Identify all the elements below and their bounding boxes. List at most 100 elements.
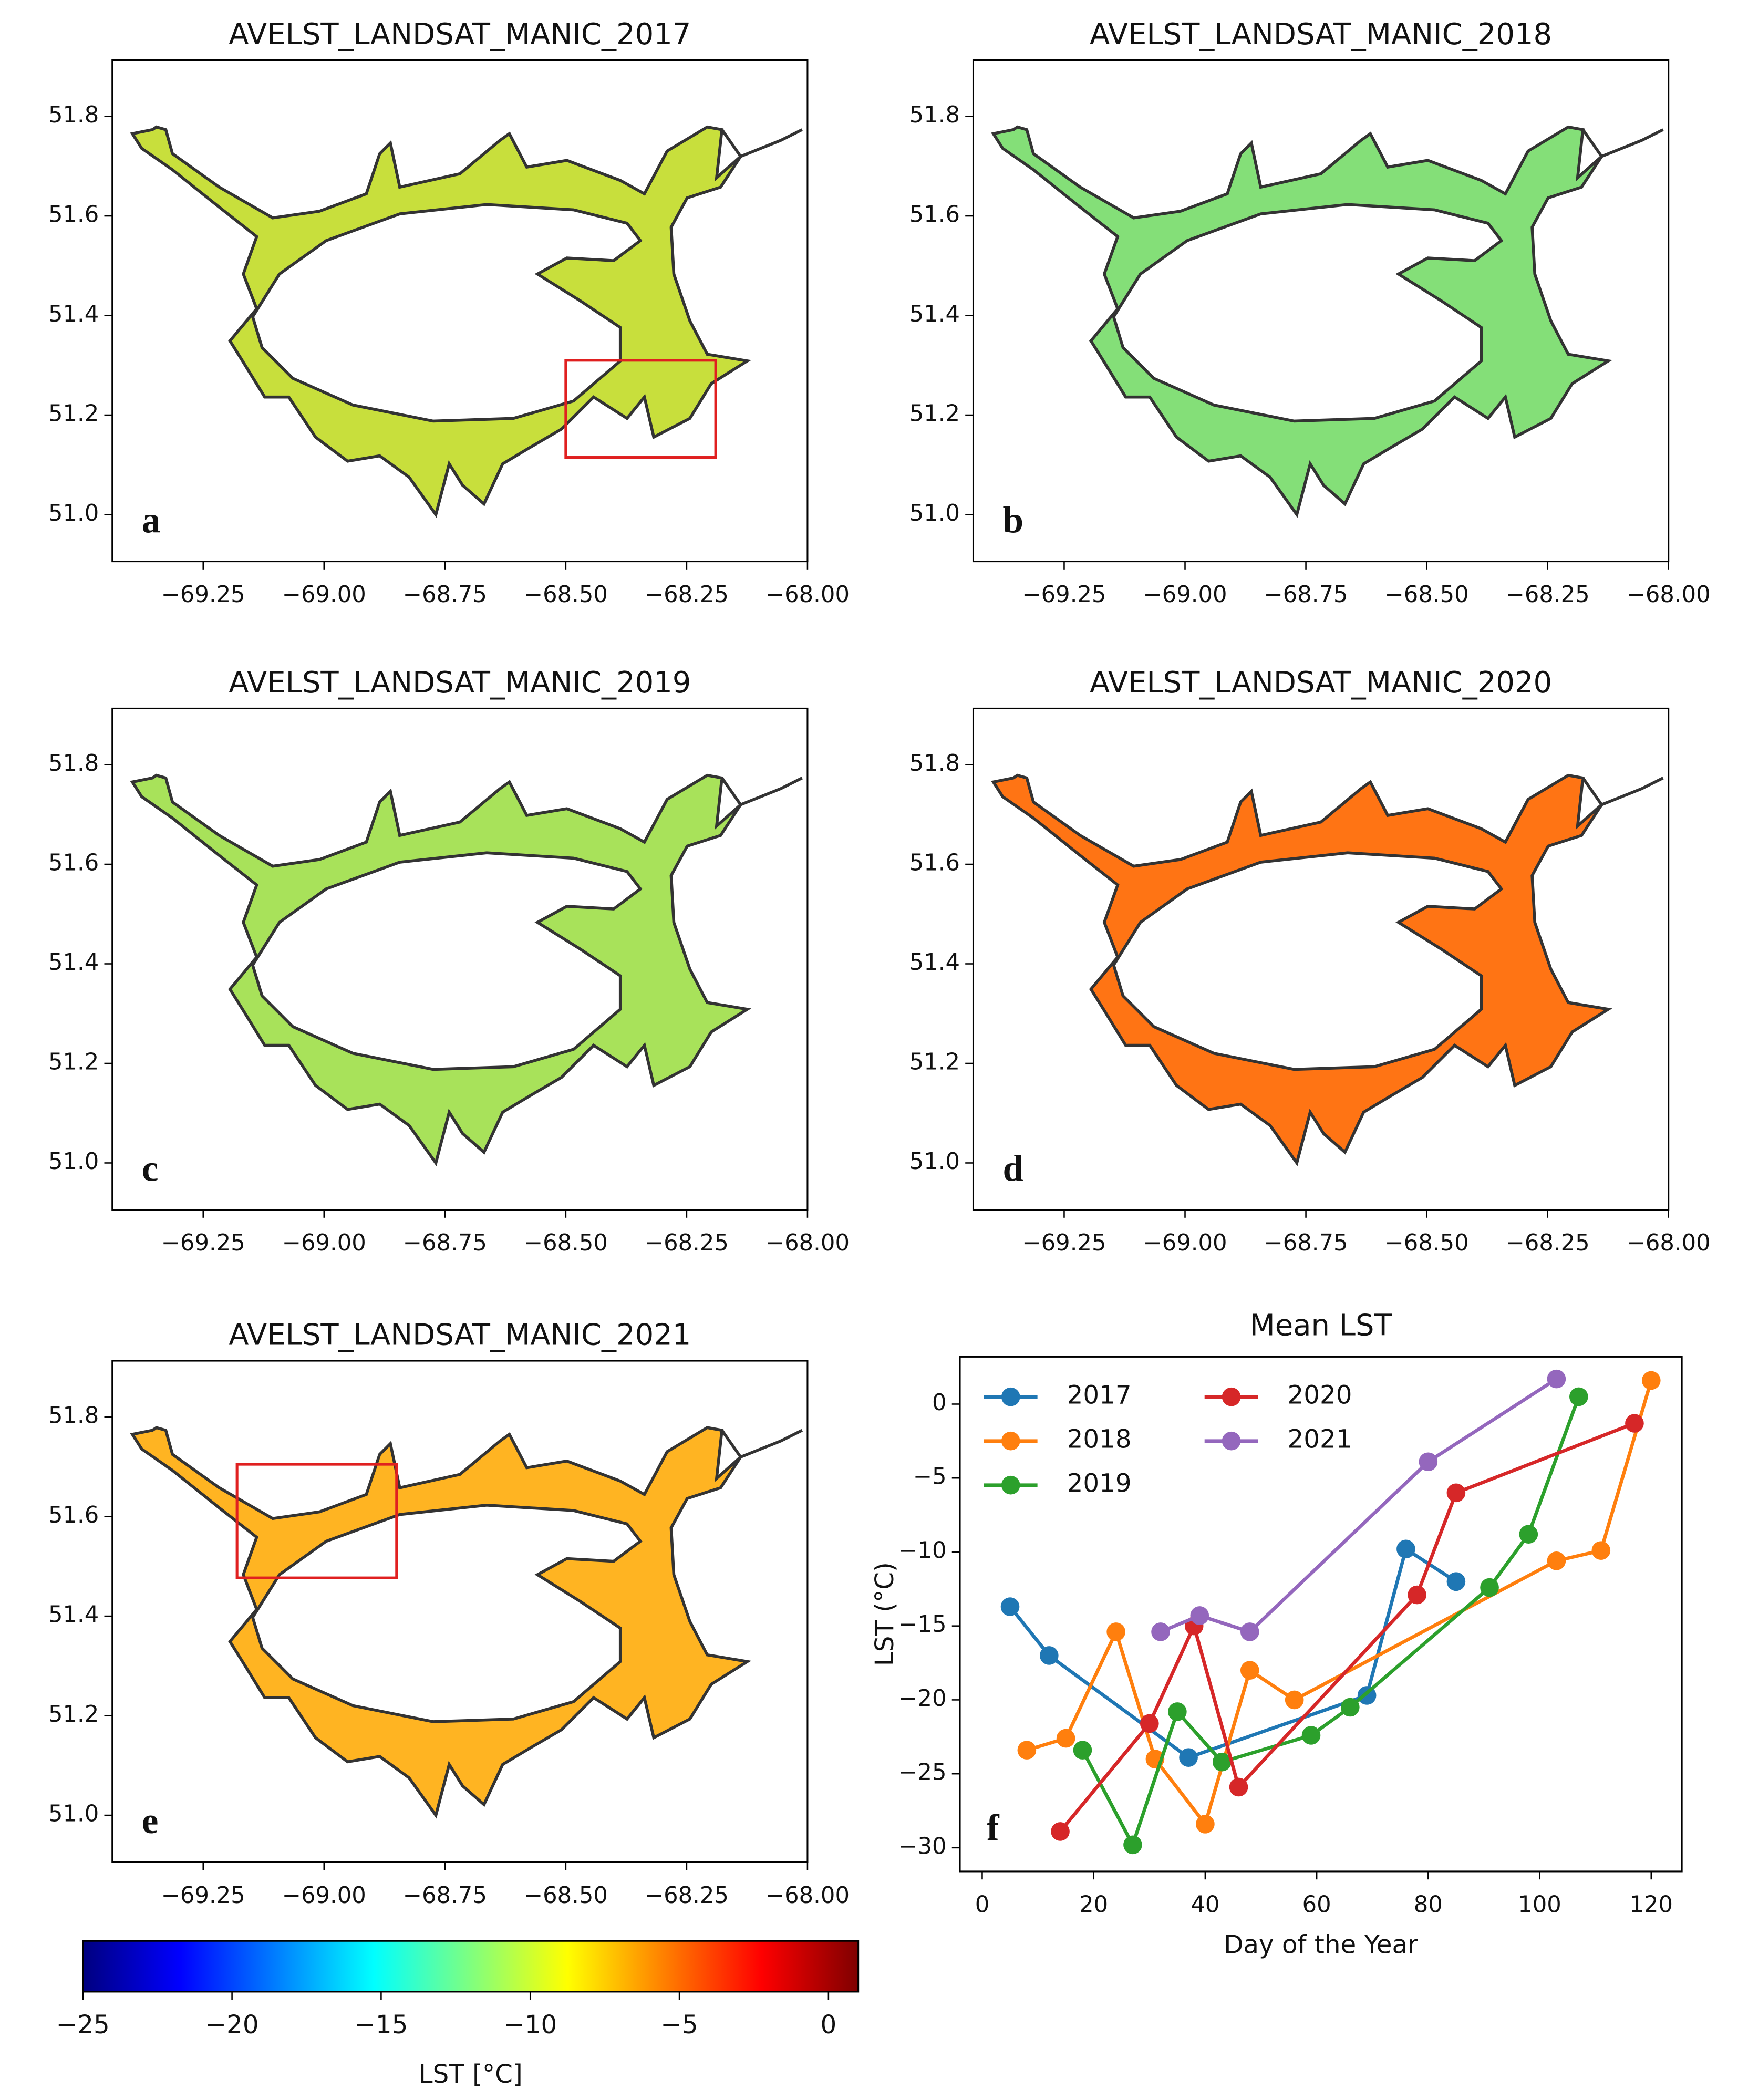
panel-title: AVELST_LANDSAT_MANIC_2017 <box>229 17 691 51</box>
y-tick-label: 51.8 <box>48 750 99 777</box>
x-tick-label: −68.75 <box>403 1882 487 1909</box>
x-tick-label: −68.00 <box>765 1230 850 1256</box>
y-tick-label: 51.8 <box>909 750 960 777</box>
x-axis-label: Day of the Year <box>1224 1930 1418 1959</box>
x-tick-label: 0 <box>975 1892 990 1918</box>
x-tick-label: −68.00 <box>1627 1230 1711 1256</box>
x-tick-label: −69.00 <box>1143 582 1227 608</box>
y-tick-label: −5 <box>913 1464 947 1490</box>
y-tick-label: 51.0 <box>48 1801 99 1827</box>
panel-title: AVELST_LANDSAT_MANIC_2018 <box>1090 17 1552 51</box>
series-marker <box>1446 1483 1466 1503</box>
legend-marker <box>1222 1387 1241 1406</box>
colorbar-tick-label: −15 <box>354 2010 408 2040</box>
axes-frame <box>111 59 809 563</box>
x-tick-label: −68.50 <box>524 1882 608 1909</box>
x-tick-label: −69.00 <box>1143 1230 1227 1256</box>
y-tick-label: −30 <box>898 1833 946 1859</box>
series-marker <box>1017 1741 1037 1760</box>
series-marker <box>1569 1387 1588 1406</box>
x-tick-label: −68.00 <box>765 582 850 608</box>
legend-marker <box>1222 1431 1241 1451</box>
series-marker <box>1396 1539 1415 1559</box>
legend-marker <box>1001 1431 1020 1451</box>
series-marker <box>1547 1551 1566 1570</box>
y-tick-label: 51.2 <box>48 1049 99 1075</box>
series-marker <box>1301 1726 1321 1745</box>
y-tick-label: 51.2 <box>48 401 99 427</box>
series-marker <box>1547 1369 1566 1389</box>
colorbar-tick-label: 0 <box>821 2010 837 2040</box>
series-marker <box>1190 1606 1209 1625</box>
panel-label: b <box>1002 500 1023 541</box>
series-line <box>1081 1396 1580 1849</box>
x-tick-label: −68.00 <box>1627 582 1711 608</box>
legend-marker <box>1001 1387 1020 1406</box>
colorbar-tick-label: −25 <box>56 2010 110 2040</box>
x-tick-label: −69.25 <box>161 582 245 608</box>
highlight-box <box>235 1463 398 1579</box>
x-tick-label: −68.50 <box>1385 1230 1469 1256</box>
series-marker <box>1039 1646 1059 1665</box>
panel-label: f <box>987 1807 1000 1848</box>
axes-frame <box>972 59 1670 563</box>
y-tick-label: −25 <box>898 1760 946 1786</box>
series-marker <box>1168 1702 1187 1721</box>
colorbar-tick-label: −5 <box>660 2010 698 2040</box>
series-marker <box>1229 1777 1248 1797</box>
x-tick-label: −68.75 <box>403 1230 487 1256</box>
series-marker <box>1419 1452 1438 1472</box>
river <box>720 1429 803 1459</box>
panel-label: e <box>142 1801 159 1842</box>
lake <box>991 125 1664 519</box>
x-tick-label: −69.00 <box>282 582 366 608</box>
y-tick-label: 51.0 <box>909 1149 960 1175</box>
highlight-box <box>564 359 717 459</box>
colorbar-tick-label: −10 <box>503 2010 557 2040</box>
y-tick-label: 51.4 <box>909 301 960 327</box>
x-tick-label: −68.75 <box>1264 1230 1348 1256</box>
legend-label: 2019 <box>1067 1469 1132 1498</box>
y-tick-label: 51.6 <box>48 1502 99 1528</box>
y-tick-label: 51.2 <box>48 1701 99 1727</box>
x-tick-label: −68.25 <box>645 1882 729 1909</box>
lake-surface <box>991 125 1612 519</box>
panel-title: AVELST_LANDSAT_MANIC_2021 <box>229 1318 691 1352</box>
x-tick-label: −68.25 <box>645 1230 729 1256</box>
x-tick-label: 60 <box>1302 1892 1331 1918</box>
x-tick-label: −68.25 <box>1506 582 1590 608</box>
panel-label: c <box>142 1149 159 1189</box>
y-tick-label: 51.6 <box>909 202 960 228</box>
x-tick-label: −68.00 <box>765 1882 850 1909</box>
x-tick-label: −68.25 <box>1506 1230 1590 1256</box>
colorbar <box>82 1940 860 1993</box>
y-tick-label: 51.0 <box>48 1149 99 1175</box>
y-tick-label: 51.2 <box>909 401 960 427</box>
series-marker <box>1196 1815 1215 1834</box>
y-tick-label: 51.8 <box>48 1403 99 1429</box>
colorbar-tick-label: −20 <box>205 2010 259 2040</box>
series-marker <box>1179 1748 1198 1767</box>
series-marker <box>1480 1578 1499 1597</box>
lake <box>130 125 803 519</box>
lake <box>130 773 803 1166</box>
river <box>720 777 803 807</box>
x-tick-label: −68.75 <box>403 582 487 608</box>
x-tick-label: −69.25 <box>161 1230 245 1256</box>
y-tick-label: −20 <box>898 1685 946 1712</box>
series-marker <box>1240 1661 1259 1680</box>
lake-surface <box>130 1426 752 1819</box>
chart-title: Mean LST <box>1249 1309 1392 1343</box>
y-tick-label: 51.4 <box>48 1602 99 1628</box>
y-axis-label: LST (°C) <box>870 1562 899 1666</box>
series-marker <box>1056 1729 1075 1748</box>
y-tick-label: 51.8 <box>909 102 960 128</box>
axes-frame <box>111 1360 809 1863</box>
x-tick-label: −69.25 <box>1022 1230 1106 1256</box>
y-tick-label: −15 <box>898 1611 946 1638</box>
axes-frame <box>972 707 1670 1211</box>
series-marker <box>1340 1698 1360 1717</box>
series-marker <box>1591 1541 1611 1560</box>
x-tick-label: −69.00 <box>282 1230 366 1256</box>
x-tick-label: 120 <box>1629 1892 1673 1918</box>
